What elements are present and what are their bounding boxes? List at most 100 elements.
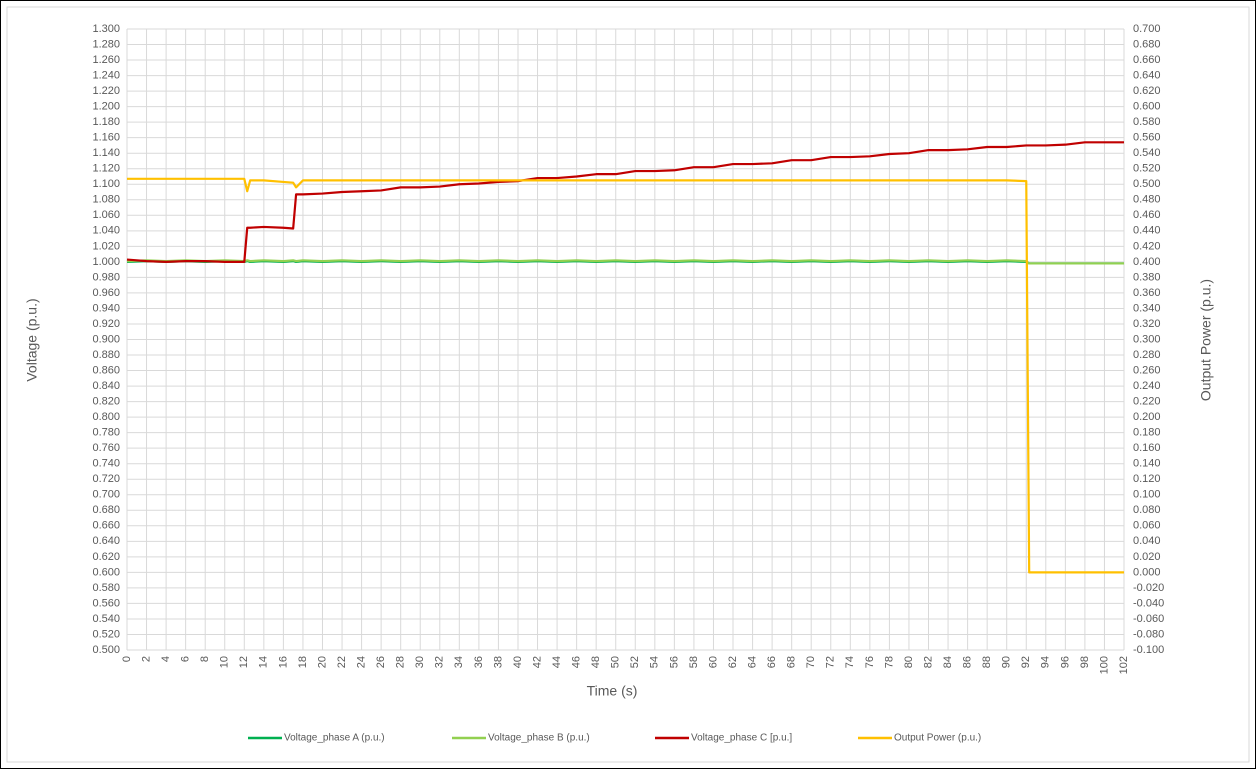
x-tick-label: 62 — [727, 656, 739, 668]
y-tick-label: 1.200 — [92, 101, 120, 113]
x-tick-label: 26 — [375, 656, 387, 668]
y2-tick-label: 0.360 — [1133, 287, 1161, 299]
x-tick-label: 22 — [336, 656, 348, 668]
y-tick-label: 1.100 — [92, 178, 120, 190]
y-tick-label: 1.020 — [92, 240, 120, 252]
y-tick-label: 1.000 — [92, 256, 120, 268]
y-tick-label: 0.980 — [92, 271, 120, 283]
x-tick-label: 40 — [512, 656, 524, 668]
y-tick-label: 0.820 — [92, 396, 120, 408]
x-tick-label: 60 — [707, 656, 719, 668]
y2-tick-label: -0.100 — [1133, 644, 1164, 656]
y2-tick-label: 0.100 — [1133, 489, 1161, 501]
x-tick-label: 6 — [180, 656, 192, 662]
x-tick-label: 46 — [571, 656, 583, 668]
y2-tick-label: 0.520 — [1133, 163, 1161, 175]
x-tick-label: 34 — [453, 656, 465, 668]
x-tick-label: 10 — [219, 656, 231, 668]
y2-tick-label: 0.440 — [1133, 225, 1161, 237]
legend-label: Voltage_phase A (p.u.) — [284, 733, 385, 744]
y-tick-label: 1.280 — [92, 38, 120, 50]
y2-tick-label: 0.640 — [1133, 69, 1161, 81]
y2-tick-label: 0.620 — [1133, 85, 1161, 97]
x-tick-label: 66 — [766, 656, 778, 668]
x-tick-label: 16 — [277, 656, 289, 668]
x-tick-label: 84 — [942, 656, 954, 668]
y-tick-label: 0.600 — [92, 566, 120, 578]
y-tick-label: 0.720 — [92, 473, 120, 485]
y-tick-label: 1.140 — [92, 147, 120, 159]
y2-tick-label: 0.500 — [1133, 178, 1161, 190]
x-tick-label: 92 — [1020, 656, 1032, 668]
y-tick-label: 0.840 — [92, 380, 120, 392]
y-tick-label: 1.160 — [92, 132, 120, 144]
y2-tick-label: -0.040 — [1133, 597, 1164, 609]
x-tick-label: 20 — [316, 656, 328, 668]
y-axis-title: Voltage (p.u.) — [24, 298, 40, 381]
y-tick-label: 1.120 — [92, 163, 120, 175]
x-tick-label: 72 — [825, 656, 837, 668]
x-tick-label: 32 — [434, 656, 446, 668]
x-tick-label: 74 — [844, 656, 856, 668]
y-tick-label: 0.520 — [92, 628, 120, 640]
x-tick-label: 8 — [199, 656, 211, 662]
grid — [126, 28, 1125, 651]
x-tick-label: 90 — [1001, 656, 1013, 668]
x-tick-label: 100 — [1098, 656, 1110, 674]
x-tick-label: 102 — [1118, 656, 1130, 674]
y2-tick-label: 0.540 — [1133, 147, 1161, 159]
y-tick-label: 0.580 — [92, 582, 120, 594]
x-tick-label: 54 — [649, 656, 661, 668]
x-tick-label: 94 — [1040, 656, 1052, 668]
x-tick-label: 68 — [786, 656, 798, 668]
x-tick-label: 4 — [160, 656, 172, 662]
x-tick-label: 0 — [121, 656, 133, 662]
x-tick-label: 42 — [531, 656, 543, 668]
x-tick-label: 86 — [962, 656, 974, 668]
y2-tick-label: 0.400 — [1133, 256, 1161, 268]
x-tick-label: 12 — [238, 656, 250, 668]
y-tick-label: 1.260 — [92, 54, 120, 66]
y-tick-label: 0.540 — [92, 613, 120, 625]
y2-tick-label: 0.380 — [1133, 271, 1161, 283]
y2-tick-label: 0.240 — [1133, 380, 1161, 392]
y-tick-label: 0.900 — [92, 333, 120, 345]
x-tick-label: 56 — [668, 656, 680, 668]
y-tick-label: 1.300 — [92, 23, 120, 35]
x-tick-label: 14 — [258, 656, 270, 668]
y-tick-label: 1.060 — [92, 209, 120, 221]
y-tick-label: 0.800 — [92, 411, 120, 423]
y-tick-label: 0.760 — [92, 442, 120, 454]
series-line — [126, 141, 1124, 263]
x-tick-label: 24 — [355, 656, 367, 668]
y2-tick-label: -0.080 — [1133, 628, 1164, 640]
series-line — [127, 177, 1124, 574]
y2-tick-label: 0.000 — [1133, 566, 1161, 578]
y2-tick-label: 0.420 — [1133, 240, 1161, 252]
y-tick-label: 1.180 — [92, 116, 120, 128]
y-tick-label: 1.240 — [92, 69, 120, 81]
x-tick-label: 2 — [140, 656, 152, 662]
legend-label: Voltage_phase B (p.u.) — [488, 733, 590, 744]
legend-label: Voltage_phase C [p.u.] — [691, 733, 792, 744]
y2-axis-title: Output Power (p.u.) — [1198, 279, 1214, 401]
y2-tick-label: 0.320 — [1133, 318, 1161, 330]
y2-tick-label: 0.180 — [1133, 427, 1161, 439]
y-tick-label: 0.660 — [92, 520, 120, 532]
x-tick-label: 38 — [492, 656, 504, 668]
x-tick-label: 28 — [395, 656, 407, 668]
plot-frame — [6, 6, 1250, 763]
x-tick-label: 30 — [414, 656, 426, 668]
y-tick-label: 0.940 — [92, 302, 120, 314]
series-line — [126, 259, 1124, 265]
y2-tick-label: 0.060 — [1133, 520, 1161, 532]
y2-tick-label: 0.300 — [1133, 333, 1161, 345]
x-tick-label: 98 — [1079, 656, 1091, 668]
y2-tick-label: 0.600 — [1133, 101, 1161, 113]
y2-tick-label: 0.160 — [1133, 442, 1161, 454]
y2-tick-label: 0.280 — [1133, 349, 1161, 361]
y2-tick-label: 0.120 — [1133, 473, 1161, 485]
legend-label: Output Power (p.u.) — [894, 733, 981, 744]
